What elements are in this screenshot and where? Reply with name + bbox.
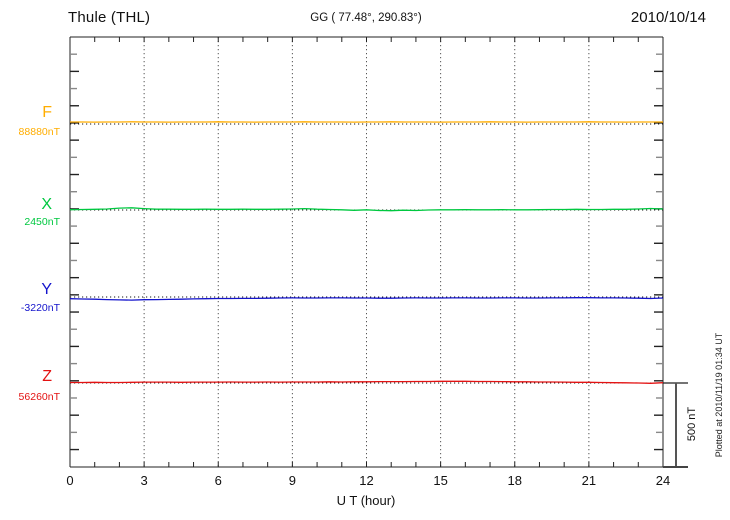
geographic-coords: GG ( 77.48°, 290.83°)	[310, 12, 422, 24]
channel-label-x: X	[41, 196, 52, 213]
x-tick-18: 18	[507, 473, 522, 488]
x-tick-0: 0	[66, 473, 74, 488]
channel-baseline-x: 2450nT	[24, 216, 60, 228]
x-axis-label: U T (hour)	[336, 493, 396, 508]
channel-label-f: F	[42, 104, 52, 121]
trace-x	[69, 207, 664, 212]
x-tick-6: 6	[214, 473, 222, 488]
channel-label-z: Z	[42, 368, 52, 385]
x-tick-12: 12	[359, 473, 374, 488]
x-tick-9: 9	[288, 473, 296, 488]
plotted-at-note: Plotted at 2010/11/19 01:34 UT	[714, 332, 724, 458]
x-tick-15: 15	[433, 473, 448, 488]
x-tick-3: 3	[140, 473, 148, 488]
channel-label-y: Y	[41, 281, 52, 298]
plot-date: 2010/10/14	[630, 9, 706, 26]
x-tick-24: 24	[655, 473, 671, 488]
channel-baseline-z: 56260nT	[18, 391, 60, 403]
x-tick-21: 21	[581, 473, 597, 488]
channel-baseline-f: 88880nT	[18, 126, 60, 138]
station-title: Thule (THL)	[68, 9, 151, 26]
scale-bar-label: 500 nT	[686, 406, 698, 442]
trace-y	[69, 297, 664, 301]
channel-baseline-y: -3220nT	[20, 302, 60, 314]
trace-z	[70, 380, 664, 384]
